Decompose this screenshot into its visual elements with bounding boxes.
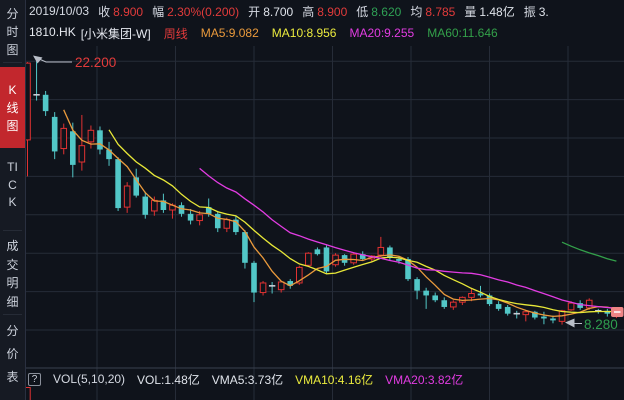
- candle-down: [70, 131, 76, 165]
- candle-up: [296, 266, 303, 284]
- candle-down: [142, 196, 149, 215]
- candle-up: [259, 282, 267, 294]
- candle-down: [359, 254, 366, 259]
- quote-field-avg: 均 8.785: [410, 4, 456, 19]
- candle-up: [450, 301, 457, 308]
- candle-down: [423, 290, 429, 296]
- candle-down: [133, 177, 140, 196]
- sidebar-item-price-table[interactable]: 分价表: [6, 324, 19, 384]
- indicator-name[interactable]: VOL(5,10,20): [53, 372, 126, 386]
- candle-up: [123, 185, 131, 208]
- candle-down: [51, 116, 58, 152]
- candle-down: [106, 149, 112, 160]
- low-annotation: 8.280: [584, 317, 618, 332]
- sidebar-item-trade-detail[interactable]: 成交明细: [6, 239, 19, 309]
- candle-up: [223, 219, 231, 229]
- ma5-legend: MA5:9.082: [200, 26, 259, 40]
- quote-bar: 2019/10/03 收 8.900 幅 2.30%(0.200) 开 8.70…: [26, 0, 624, 22]
- vol-value: VOL:1.48亿: [137, 372, 200, 387]
- quote-field-low: 低 8.620: [356, 4, 402, 19]
- vma5-value: VMA5:3.73亿: [211, 372, 284, 387]
- candle-up: [277, 281, 285, 291]
- sidebar-item-kline[interactable]: K线图: [0, 67, 25, 148]
- sidebar-item-tick[interactable]: TICK: [7, 160, 18, 209]
- candle-up: [350, 253, 357, 264]
- high-annotation: 22.200: [75, 55, 116, 70]
- candle-down: [233, 219, 239, 233]
- candle-down: [115, 159, 121, 209]
- low-arrowhead: [565, 318, 575, 328]
- candle-down: [242, 232, 248, 263]
- candle-up: [151, 199, 158, 212]
- quote-field-open: 开 8.700: [248, 4, 294, 19]
- quote-field-high: 高 8.900: [302, 4, 348, 19]
- candle-down: [486, 295, 493, 305]
- ma20-legend: MA20:9.255: [349, 26, 415, 40]
- candle-up: [87, 129, 95, 143]
- candle-up: [377, 246, 385, 256]
- ma-line-10: [108, 129, 617, 314]
- quote-date: 2019/10/03: [29, 4, 90, 18]
- candle-down: [504, 306, 511, 314]
- candle-up: [468, 293, 475, 298]
- sidebar-separator: [3, 230, 22, 231]
- candle-down: [550, 318, 556, 321]
- candle-down: [441, 300, 448, 307]
- symbol-name: [小米集团-W]: [80, 26, 151, 41]
- symbol-code: 1810.HK: [29, 24, 76, 39]
- ma-line-5: [63, 109, 617, 318]
- candle-down: [323, 247, 330, 272]
- symbol-bar: 1810.HK [小米集团-W] 周线 MA5:9.082 MA10:8.956…: [26, 22, 624, 44]
- candle-down: [214, 213, 221, 229]
- candle-down: [541, 316, 547, 319]
- candle-down: [97, 130, 103, 150]
- candle-up: [567, 302, 575, 311]
- ma10-legend: MA10:8.956: [271, 26, 337, 40]
- ma60-legend: MA60:11.646: [427, 26, 498, 40]
- candle-down: [532, 311, 538, 318]
- candle-down: [387, 247, 393, 258]
- candle-up: [305, 252, 312, 266]
- candle-up: [522, 311, 530, 316]
- sidebar: 分时图 K线图 TICK 成交明细 分价表: [0, 0, 26, 400]
- sidebar-item-timeshare[interactable]: 分时图: [6, 7, 19, 57]
- candle-down: [495, 304, 502, 309]
- candle-down: [178, 205, 185, 214]
- vma10-value: VMA10:4.16亿: [295, 372, 374, 387]
- period-label[interactable]: 周线: [163, 26, 188, 41]
- ma-line-60: [561, 241, 617, 262]
- quote-field-volume: 量 1.48亿: [464, 4, 515, 19]
- high-arrowhead: [33, 55, 43, 64]
- help-icon[interactable]: ?: [28, 372, 41, 386]
- candle-down: [187, 213, 194, 221]
- candle-down: [405, 258, 411, 280]
- candle-up: [60, 127, 68, 150]
- sidebar-separator: [3, 314, 22, 315]
- candle-up: [78, 145, 86, 163]
- quote-field-change: 幅 2.30%(0.200): [152, 4, 240, 19]
- candle-down: [414, 279, 420, 291]
- candle-down: [160, 200, 167, 210]
- candle-up: [585, 299, 593, 309]
- candle-down: [205, 207, 212, 214]
- ma-line-20: [199, 167, 617, 309]
- vma20-value: VMA20:3.82亿: [385, 372, 464, 387]
- quote-field-close: 收 8.900: [98, 4, 144, 19]
- candle-down: [604, 310, 611, 314]
- candle-up: [196, 214, 203, 222]
- candle-down: [287, 281, 294, 286]
- quote-field-amplitude: 振 3.: [523, 4, 549, 19]
- candle-down: [577, 303, 583, 308]
- candle-down: [42, 94, 49, 112]
- candle-down: [432, 295, 438, 301]
- candle-down: [396, 258, 402, 261]
- sidebar-separator: [3, 62, 22, 63]
- candle-down: [314, 249, 321, 255]
- volume-indicator-bar: ? VOL(5,10,20) VOL:1.48亿 VMA5:3.73亿 VMA1…: [26, 369, 624, 389]
- candle-down: [477, 293, 484, 296]
- candle-down: [251, 262, 257, 293]
